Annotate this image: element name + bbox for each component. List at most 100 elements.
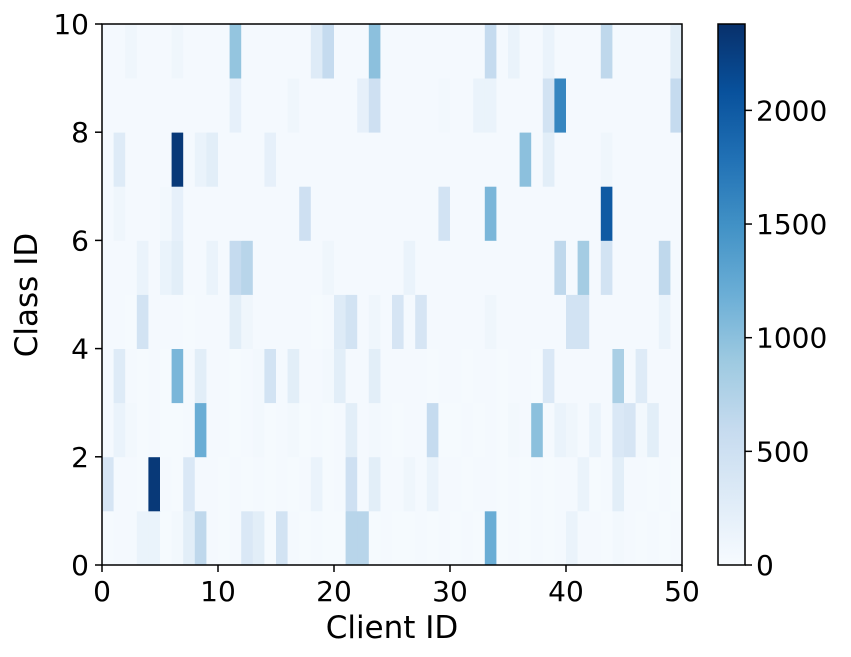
heatmap-cell — [345, 348, 358, 404]
heatmap-cell — [334, 186, 346, 241]
heatmap-cell — [647, 240, 660, 295]
heatmap-cell — [508, 294, 520, 349]
heatmap-cell — [125, 240, 138, 295]
heatmap-cell — [218, 24, 230, 79]
heatmap-cell — [554, 348, 567, 404]
heatmap-cell — [403, 402, 416, 458]
heatmap-cell — [577, 294, 590, 349]
heatmap-cell — [658, 132, 671, 187]
heatmap-cell — [426, 402, 439, 458]
heatmap-cell — [229, 240, 242, 295]
heatmap-cell — [125, 24, 138, 79]
heatmap-cell — [125, 510, 138, 566]
heatmap-cell — [647, 78, 660, 133]
heatmap-cell — [310, 240, 323, 295]
heatmap-cell — [624, 78, 636, 133]
heatmap-cell — [357, 510, 370, 566]
heatmap-cell — [218, 402, 230, 458]
y-tick-label: 10 — [53, 8, 89, 41]
heatmap-cell — [415, 132, 428, 187]
heatmap-cell — [218, 456, 230, 512]
heatmap-cell — [566, 510, 578, 566]
heatmap-cell — [160, 240, 172, 295]
heatmap-cell — [554, 78, 567, 133]
heatmap-cell — [310, 402, 323, 458]
heatmap-cell — [299, 78, 312, 133]
heatmap-cell — [241, 348, 254, 404]
heatmap-cell — [194, 348, 207, 404]
colorbar-tick-label: 1000 — [756, 322, 827, 355]
heatmap-cell — [310, 24, 323, 79]
heatmap-cell — [322, 402, 335, 458]
heatmap-cell — [287, 24, 300, 79]
heatmap-cell — [252, 78, 265, 133]
heatmap-cell — [194, 186, 207, 241]
heatmap-cell — [171, 402, 184, 458]
heatmap-cell — [113, 240, 126, 295]
heatmap-cell — [392, 510, 404, 566]
heatmap-cell — [531, 240, 544, 295]
heatmap-cell — [218, 294, 230, 349]
heatmap-cell — [322, 24, 335, 79]
heatmap-cell — [612, 240, 625, 295]
heatmap-cell — [299, 240, 312, 295]
heatmap-cell — [554, 510, 567, 566]
heatmap-cell — [102, 24, 114, 79]
heatmap-cell — [473, 186, 486, 241]
heatmap-cell — [508, 240, 520, 295]
heatmap-cell — [577, 24, 590, 79]
heatmap-cell — [670, 24, 683, 79]
heatmap-cell — [241, 402, 254, 458]
heatmap-cell — [113, 132, 126, 187]
heatmap-cell — [415, 510, 428, 566]
heatmap-cell — [624, 456, 636, 512]
heatmap-cell — [612, 456, 625, 512]
heatmap-cell — [426, 186, 439, 241]
heatmap-cell — [102, 78, 114, 133]
colorbar — [717, 23, 746, 566]
heatmap-cell — [334, 24, 346, 79]
heatmap-cell — [229, 402, 242, 458]
heatmap-cell — [670, 294, 683, 349]
heatmap-cell — [415, 240, 428, 295]
heatmap-cell — [566, 24, 578, 79]
heatmap-cell — [508, 24, 520, 79]
heatmap-cell — [241, 510, 254, 566]
heatmap-cell — [542, 294, 555, 349]
heatmap-cell — [160, 78, 172, 133]
heatmap-cell — [206, 348, 219, 404]
heatmap-cell — [148, 294, 161, 349]
heatmap-cell — [264, 24, 277, 79]
heatmap-cell — [624, 24, 636, 79]
heatmap-cell — [450, 348, 462, 404]
heatmap-cell — [554, 240, 567, 295]
heatmap-cell — [125, 402, 138, 458]
heatmap-cell — [160, 24, 172, 79]
heatmap-cell — [113, 348, 126, 404]
heatmap-cell — [438, 510, 451, 566]
heatmap-cell — [496, 456, 509, 512]
heatmap-cell — [508, 510, 520, 566]
heatmap-cell — [287, 294, 300, 349]
heatmap-cell — [322, 132, 335, 187]
heatmap-cell — [218, 78, 230, 133]
heatmap-cell — [600, 510, 613, 566]
heatmap-cell — [403, 186, 416, 241]
heatmap-cell — [171, 456, 184, 512]
heatmap-cell — [635, 510, 648, 566]
heatmap-cell — [473, 510, 486, 566]
heatmap-cell — [624, 240, 636, 295]
heatmap-cell — [589, 24, 602, 79]
heatmap-cell — [438, 24, 451, 79]
heatmap-cell — [102, 456, 114, 512]
heatmap-cell — [566, 78, 578, 133]
heatmap-cell — [287, 348, 300, 404]
heatmap-cell — [635, 186, 648, 241]
heatmap-cell — [438, 456, 451, 512]
heatmap-cell — [554, 456, 567, 512]
heatmap-cell — [264, 294, 277, 349]
heatmap-cell — [380, 348, 393, 404]
heatmap-cell — [612, 186, 625, 241]
heatmap-cell — [647, 24, 660, 79]
heatmap-cell — [241, 78, 254, 133]
